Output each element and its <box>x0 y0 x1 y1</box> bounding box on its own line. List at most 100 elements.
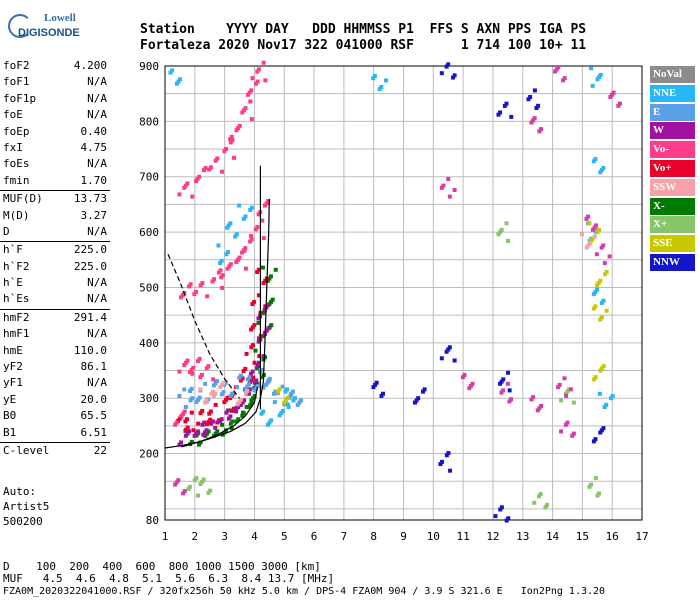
data-point <box>599 245 604 250</box>
data-point <box>414 398 419 403</box>
data-point <box>379 85 384 90</box>
data-point <box>462 372 467 377</box>
data-point <box>204 431 209 436</box>
data-point <box>229 426 234 431</box>
data-point <box>593 157 598 162</box>
data-point <box>200 281 205 286</box>
data-point <box>264 201 269 206</box>
data-point <box>229 134 234 139</box>
data-point <box>599 315 604 320</box>
data-point <box>594 223 599 228</box>
data-point <box>200 408 205 413</box>
data-point <box>228 408 233 413</box>
data-point <box>268 274 273 279</box>
data-point <box>195 176 200 181</box>
param-row: B1 6.51 <box>0 425 110 441</box>
data-point <box>256 316 261 321</box>
data-point <box>384 78 389 83</box>
data-point <box>198 283 203 288</box>
data-point <box>282 400 287 405</box>
data-point <box>447 345 452 350</box>
data-point <box>236 126 241 131</box>
data-point <box>590 236 595 241</box>
y-tick-label: 800 <box>139 115 159 128</box>
data-point <box>252 299 257 304</box>
data-point <box>609 396 614 401</box>
param-separator <box>0 190 110 192</box>
data-point <box>571 400 576 405</box>
data-point <box>595 283 600 288</box>
data-point <box>244 404 249 409</box>
data-point <box>249 117 254 122</box>
y-tick-label: 80 <box>146 514 159 527</box>
data-point <box>374 380 379 385</box>
data-point <box>179 413 184 418</box>
data-point <box>591 439 596 444</box>
data-point <box>220 422 225 427</box>
data-point <box>174 420 179 425</box>
x-tick-label: 17 <box>635 530 648 543</box>
data-point <box>225 225 230 230</box>
legend-item: SSW <box>650 178 695 196</box>
data-point <box>249 233 254 238</box>
data-point <box>599 300 604 305</box>
data-point <box>498 381 503 386</box>
plot-frame <box>164 65 643 521</box>
legend-item: Vo+ <box>650 159 695 177</box>
data-point <box>230 419 235 424</box>
data-point <box>210 279 215 284</box>
data-point <box>590 83 595 88</box>
data-point <box>584 216 589 221</box>
data-point <box>451 75 456 80</box>
data-point <box>202 430 207 435</box>
param-row: hmF1 N/A <box>0 326 110 342</box>
data-point <box>498 507 503 512</box>
data-point <box>208 417 213 422</box>
data-point <box>529 397 534 402</box>
data-point <box>261 334 266 339</box>
data-point <box>176 478 181 483</box>
data-point <box>561 78 566 83</box>
data-point <box>191 365 196 370</box>
data-point <box>502 103 507 108</box>
data-point <box>589 238 594 243</box>
data-point <box>586 243 591 248</box>
data-point <box>211 393 216 398</box>
data-point <box>601 243 606 248</box>
data-point <box>240 400 245 405</box>
data-point <box>496 232 501 237</box>
data-point <box>598 278 603 283</box>
data-point <box>598 368 603 373</box>
param-row: hmF2 291.4 <box>0 310 110 326</box>
data-point <box>593 375 598 380</box>
data-point <box>192 292 197 297</box>
data-point <box>596 280 601 285</box>
data-point <box>213 431 218 436</box>
param-row: yF2 86.1 <box>0 359 110 375</box>
parameter-panel: foF2 4.200 foF1 N/A foF1p N/A foE N/A foEp 0.40 fx… <box>0 58 110 459</box>
data-point <box>260 375 265 380</box>
data-point <box>213 426 218 431</box>
data-point <box>189 367 194 372</box>
data-point <box>228 137 233 142</box>
data-point <box>249 400 254 405</box>
data-point <box>611 90 616 95</box>
data-point <box>201 432 206 437</box>
data-point <box>177 416 182 421</box>
y-tick-label: 600 <box>139 226 159 239</box>
data-point <box>265 380 270 385</box>
data-point <box>545 503 550 508</box>
data-point <box>554 67 559 72</box>
data-point <box>285 402 290 407</box>
legend-item: X- <box>650 197 695 215</box>
data-point <box>269 323 274 328</box>
data-point <box>608 95 613 100</box>
param-value: 225.0 <box>73 243 107 257</box>
param-row: h`Es N/A <box>0 291 110 307</box>
data-point <box>203 165 208 170</box>
data-point <box>188 389 193 394</box>
data-point <box>271 391 276 396</box>
legend: NoVal NNE E W Vo- Vo+ SSW X- X+ SSE NNW <box>650 66 695 273</box>
data-point <box>267 276 272 281</box>
data-point <box>267 378 272 383</box>
